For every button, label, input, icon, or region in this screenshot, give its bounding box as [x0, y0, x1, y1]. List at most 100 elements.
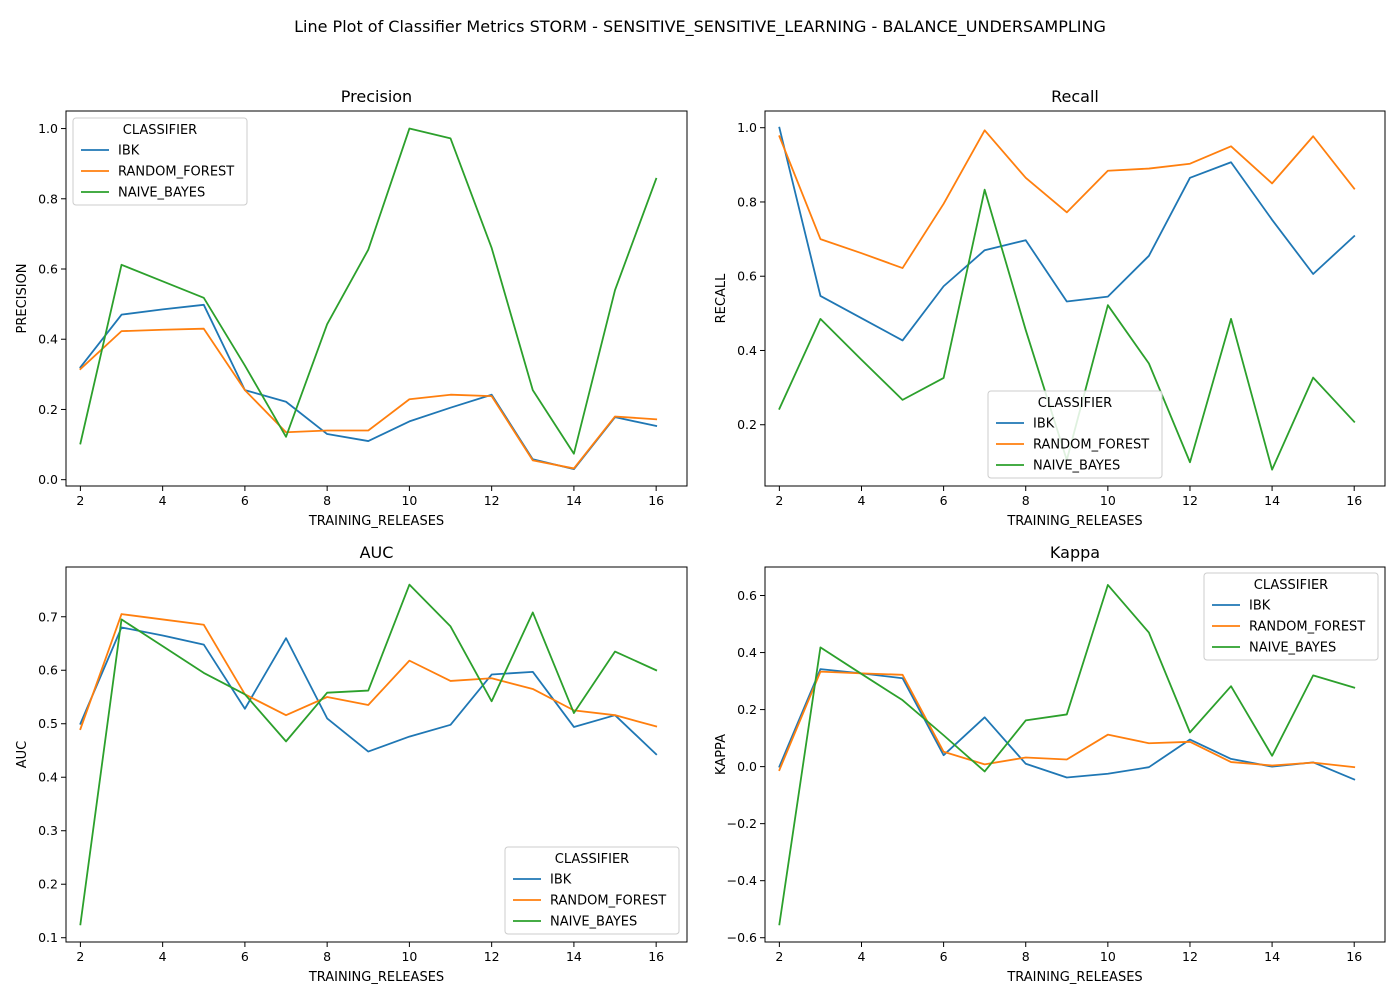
x-tick-label: 12: [1182, 493, 1198, 508]
x-tick-label: 10: [401, 493, 417, 508]
legend-box: [72, 117, 248, 206]
subplot-title: Recall: [1051, 87, 1099, 106]
x-tick-label: 2: [76, 949, 84, 964]
legend: CLASSIFIER IBK RANDOM_FOREST NAIVE_BAYES: [1203, 572, 1379, 661]
x-tick-label: 2: [775, 949, 783, 964]
legend: CLASSIFIER IBK RANDOM_FOREST NAIVE_BAYES: [987, 390, 1163, 479]
series-line-ibk: [778, 668, 1356, 781]
figure-title: Line Plot of Classifier Metrics STORM - …: [294, 17, 1106, 36]
x-tick-label: 8: [323, 493, 331, 508]
x-tick-label: 6: [940, 949, 948, 964]
legend-entry: RANDOM_FOREST: [1033, 438, 1149, 453]
series-line-random-forest: [778, 670, 1356, 772]
series-line-random-forest: [79, 327, 658, 470]
y-tick-label: 0.2: [737, 702, 757, 717]
x-axis-label: TRAINING_RELEASES: [308, 514, 444, 529]
series-line-naive-bayes: [79, 583, 658, 926]
x-tick-label: 14: [1264, 949, 1280, 964]
subplot-precision: Precision 2 4 6 8 10 12 14 16 0.0 0.2 0.4 0.6 0.8 1.0 T…: [15, 87, 688, 529]
x-axis-label: TRAINING_RELEASES: [1006, 514, 1142, 529]
axes-frame: [65, 110, 688, 487]
y-tick-label: 0.4: [38, 770, 58, 785]
x-tick-label: 14: [566, 493, 582, 508]
y-tick-label: 0.8: [737, 194, 757, 209]
x-tick-label: 6: [241, 949, 249, 964]
legend-box: [504, 846, 680, 935]
x-tick-label: 8: [1022, 949, 1030, 964]
x-tick-label: 8: [323, 949, 331, 964]
legend-title: CLASSIFIER: [1038, 396, 1112, 411]
axes-frame: [764, 566, 1386, 943]
legend-entry: NAIVE_BAYES: [1033, 459, 1120, 474]
legend-entry: RANDOM_FOREST: [1249, 620, 1365, 635]
x-tick-label: 16: [1346, 949, 1362, 964]
x-tick-label: 12: [484, 493, 500, 508]
y-tick-label: 0.8: [38, 191, 58, 206]
x-tick-label: 2: [76, 493, 84, 508]
series-line-ibk: [79, 626, 658, 756]
y-tick-label: 0.0: [38, 472, 58, 487]
y-tick-label: 0.4: [38, 332, 58, 347]
x-tick-label: 14: [566, 949, 582, 964]
series-line-naive-bayes: [778, 584, 1356, 926]
x-tick-label: 10: [1100, 493, 1116, 508]
x-axis-label: TRAINING_RELEASES: [1006, 970, 1142, 985]
legend-entry: NAIVE_BAYES: [118, 186, 205, 201]
y-tick-label: 1.0: [737, 120, 757, 135]
legend-entry: IBK: [118, 144, 140, 159]
x-tick-label: 8: [1022, 493, 1030, 508]
x-tick-label: 12: [1182, 949, 1198, 964]
series-line-random-forest: [79, 613, 658, 731]
y-tick-label: 0.6: [737, 588, 757, 603]
axes-frame: [764, 110, 1386, 487]
series-line-random-forest: [778, 129, 1356, 269]
subplot-title: Precision: [341, 87, 412, 106]
y-tick-label: 0.2: [38, 402, 58, 417]
x-tick-label: 4: [159, 949, 167, 964]
y-tick-label: 0.5: [38, 716, 58, 731]
x-axis-label: TRAINING_RELEASES: [308, 970, 444, 985]
y-tick-label: −0.2: [727, 816, 757, 831]
subplot-title: Kappa: [1050, 543, 1100, 562]
legend-title: CLASSIFIER: [1254, 578, 1328, 593]
y-axis-label: AUC: [15, 741, 30, 769]
x-tick-label: 6: [241, 493, 249, 508]
legend-box: [987, 390, 1163, 479]
subplot-kappa: Kappa 2 4 6 8 10 12 14 16 −0.6 −0.4 −0.2 0.0 0.2 0.4 0.…: [714, 543, 1386, 985]
x-tick-label: 4: [858, 949, 866, 964]
legend-entry: NAIVE_BAYES: [1249, 641, 1336, 656]
y-tick-label: 0.4: [737, 343, 757, 358]
y-tick-label: 0.6: [38, 262, 58, 277]
y-tick-label: −0.4: [727, 873, 757, 888]
legend-title: CLASSIFIER: [555, 852, 629, 867]
y-tick-label: 0.2: [737, 417, 757, 432]
x-tick-label: 16: [648, 493, 664, 508]
y-tick-label: 0.6: [737, 269, 757, 284]
y-tick-label: 0.6: [38, 663, 58, 678]
y-axis-label: RECALL: [714, 273, 729, 323]
y-tick-label: 1.0: [38, 121, 58, 136]
series-line-naive-bayes: [79, 127, 658, 455]
legend-entry: IBK: [1033, 417, 1055, 432]
y-tick-label: 0.0: [737, 759, 757, 774]
legend: CLASSIFIER IBK RANDOM_FOREST NAIVE_BAYES: [504, 846, 680, 935]
legend-entry: NAIVE_BAYES: [550, 915, 637, 930]
x-tick-label: 4: [159, 493, 167, 508]
x-tick-label: 12: [484, 949, 500, 964]
y-tick-label: 0.2: [38, 877, 58, 892]
y-tick-label: 0.1: [38, 930, 58, 945]
x-tick-label: 4: [858, 493, 866, 508]
legend-entry: IBK: [1249, 599, 1271, 614]
x-tick-label: 2: [775, 493, 783, 508]
legend: CLASSIFIER IBK RANDOM_FOREST NAIVE_BAYES: [72, 117, 248, 206]
x-tick-label: 10: [401, 949, 417, 964]
x-tick-label: 6: [940, 493, 948, 508]
y-axis-label: KAPPA: [714, 734, 729, 775]
x-tick-label: 10: [1100, 949, 1116, 964]
legend-title: CLASSIFIER: [123, 123, 197, 138]
subplot-recall: Recall 2 4 6 8 10 12 14 16 0.2 0.4 0.6 0.8 1.0 TRAININ…: [714, 87, 1386, 529]
legend-entry: RANDOM_FOREST: [118, 165, 234, 180]
x-tick-label: 16: [1346, 493, 1362, 508]
axes-frame: [65, 566, 688, 943]
legend-entry: RANDOM_FOREST: [550, 894, 666, 909]
